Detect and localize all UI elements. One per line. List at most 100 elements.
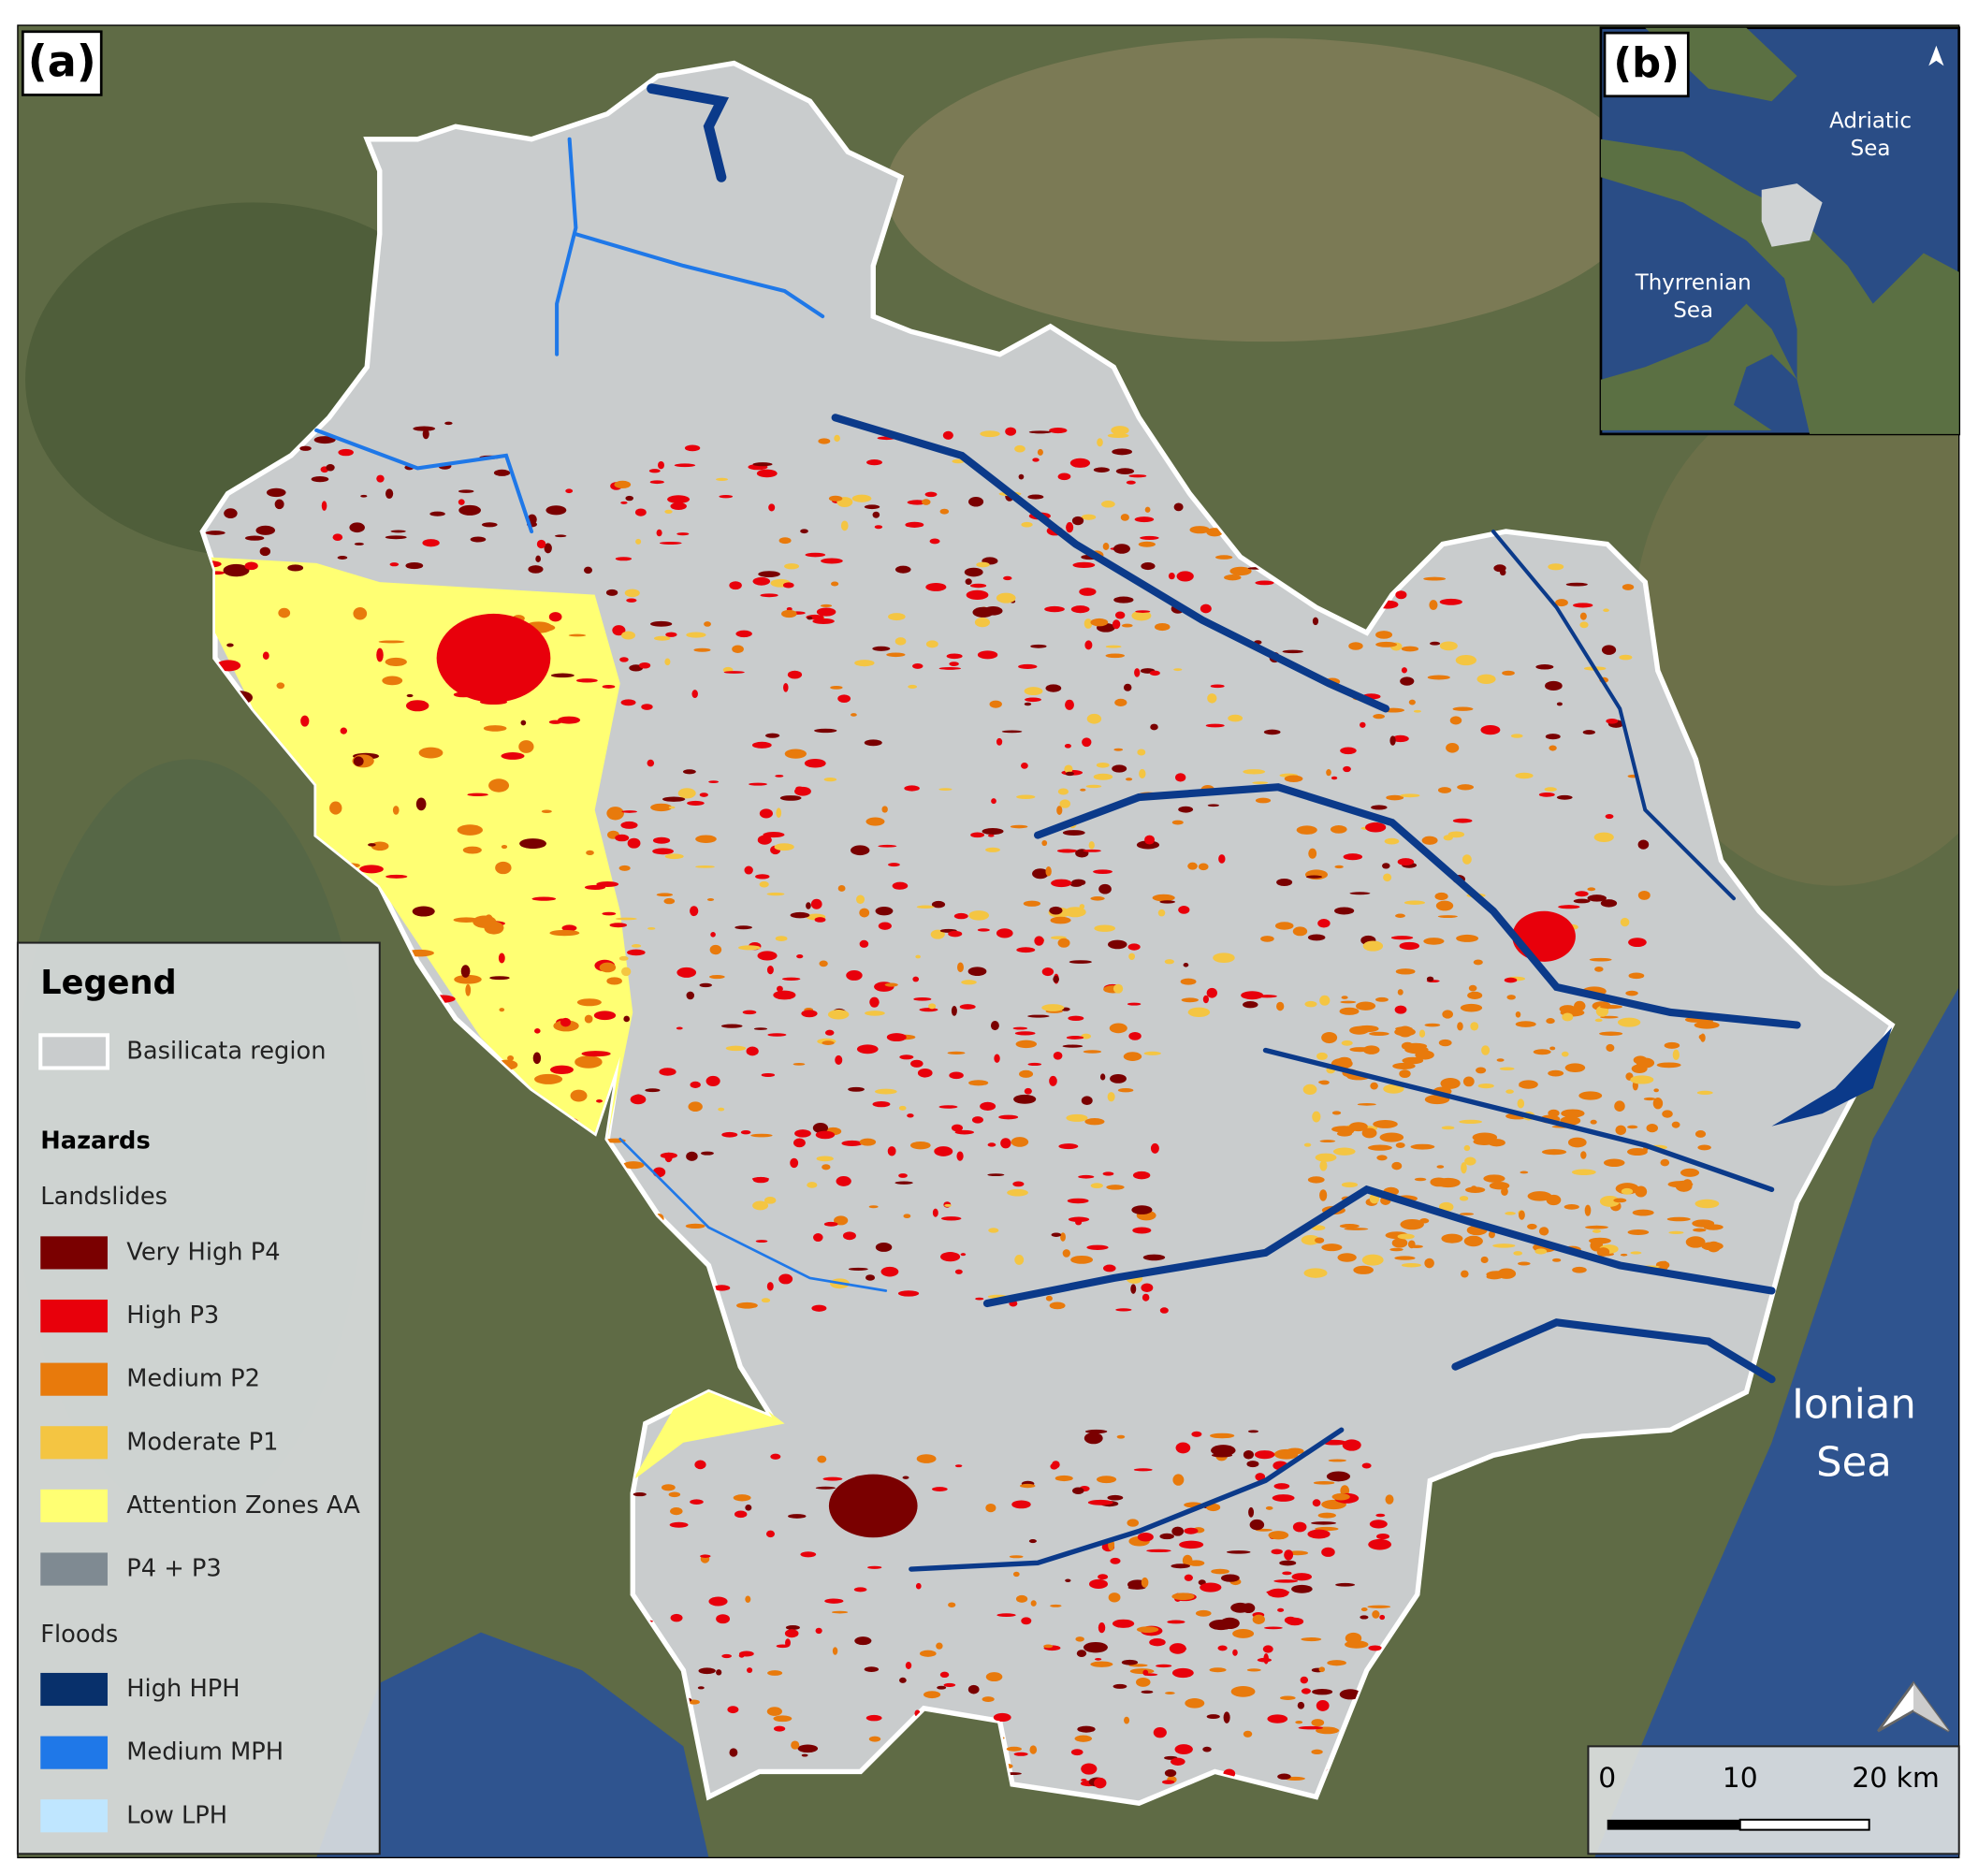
landslide-patch bbox=[816, 607, 836, 617]
landslide-patch bbox=[898, 1173, 908, 1178]
landslide-patch bbox=[1556, 794, 1573, 800]
landslide-patch bbox=[1643, 1097, 1656, 1101]
landslide-patch bbox=[1587, 887, 1596, 892]
landslide-patch bbox=[1438, 1039, 1452, 1047]
legend-label: High P3 bbox=[126, 1302, 219, 1330]
landslide-patch bbox=[1518, 1261, 1531, 1266]
landslide-patch bbox=[753, 1027, 768, 1030]
landslide-patch bbox=[1414, 1177, 1427, 1182]
landslide-patch bbox=[205, 531, 225, 535]
landslide-patch bbox=[1544, 787, 1557, 792]
landslide-patch bbox=[1672, 1049, 1680, 1060]
landslide-patch bbox=[621, 810, 637, 813]
inset-land bbox=[1600, 138, 1959, 434]
legend-box bbox=[16, 941, 381, 1855]
landslide-patch bbox=[1029, 1745, 1038, 1754]
landslide-patch bbox=[274, 499, 284, 510]
landslide-patch bbox=[1457, 1022, 1463, 1031]
landslide-patch bbox=[1211, 1453, 1233, 1458]
landslide-patch bbox=[575, 678, 598, 683]
landslide-patch bbox=[1066, 522, 1074, 533]
landslide-patch bbox=[1291, 1573, 1312, 1581]
landslide-patch bbox=[767, 1670, 783, 1676]
landslide-patch bbox=[493, 469, 511, 476]
landslide-patch bbox=[968, 496, 984, 507]
landslide-patch bbox=[1157, 909, 1166, 917]
landslide-patch bbox=[699, 793, 708, 797]
landslide-patch bbox=[1575, 891, 1589, 897]
landslide-patch bbox=[987, 834, 995, 837]
landslide-patch bbox=[429, 511, 445, 516]
landslide-patch bbox=[721, 1131, 738, 1138]
landslide-patch bbox=[1317, 1512, 1336, 1519]
landslide-patch bbox=[647, 927, 656, 930]
landslide-patch bbox=[664, 509, 673, 514]
landslide-patch bbox=[815, 1627, 822, 1635]
landslide-patch bbox=[1030, 1600, 1037, 1607]
landslide-patch bbox=[338, 448, 354, 457]
landslide-patch bbox=[353, 756, 364, 766]
panel-label: (a) bbox=[28, 36, 96, 86]
landslide-patch bbox=[794, 1129, 811, 1138]
landslide-patch bbox=[1395, 1026, 1413, 1031]
landslide-patch bbox=[705, 1075, 720, 1086]
landslide-patch bbox=[1053, 1052, 1063, 1060]
landslide-patch bbox=[938, 667, 962, 670]
landslide-patch bbox=[1120, 514, 1129, 521]
landslide-patch bbox=[934, 1146, 953, 1156]
landslide-patch bbox=[1123, 1052, 1142, 1061]
landslide-patch bbox=[1308, 848, 1317, 859]
landslide-patch bbox=[902, 1476, 909, 1479]
landslide-patch bbox=[313, 436, 336, 444]
landslide-patch bbox=[1563, 1203, 1579, 1210]
landslide-patch bbox=[631, 944, 642, 948]
landslide-patch bbox=[1304, 1000, 1317, 1008]
landslide-patch bbox=[1084, 1429, 1108, 1434]
landslide-patch bbox=[1339, 1689, 1361, 1700]
landslide-patch bbox=[1703, 1224, 1723, 1230]
terrain bbox=[885, 37, 1646, 342]
landslide-patch bbox=[759, 808, 773, 819]
landslide-patch bbox=[725, 1045, 747, 1052]
landslide-patch bbox=[1051, 1232, 1062, 1237]
landslide-patch bbox=[840, 520, 849, 531]
landslide-patch bbox=[867, 1565, 882, 1569]
landslide-patch bbox=[1051, 879, 1072, 888]
landslide-patch bbox=[1572, 1266, 1587, 1273]
landslide-patch bbox=[807, 1182, 818, 1188]
landslide-patch bbox=[790, 1157, 799, 1169]
landslide-patch bbox=[1360, 721, 1366, 728]
landslide-patch bbox=[1519, 1210, 1525, 1220]
landslide-patch bbox=[866, 459, 882, 466]
landslide-patch bbox=[1340, 1000, 1357, 1004]
legend-swatch bbox=[40, 1552, 108, 1586]
landslide-patch bbox=[1496, 1058, 1505, 1062]
landslide-patch bbox=[1460, 1003, 1483, 1012]
landslide-patch bbox=[1619, 654, 1633, 661]
legend-label: Medium MPH bbox=[126, 1738, 284, 1767]
legend-swatch bbox=[40, 1489, 108, 1522]
landslide-patch bbox=[832, 1647, 838, 1655]
landslide-patch bbox=[846, 970, 863, 981]
landslide-patch bbox=[841, 1140, 863, 1146]
landslide-patch bbox=[1585, 1225, 1608, 1229]
landslide-patch bbox=[682, 769, 696, 775]
landslide-patch bbox=[1341, 1040, 1353, 1046]
legend-label: Very High P4 bbox=[126, 1238, 280, 1266]
river bbox=[314, 428, 534, 534]
landslide-patch bbox=[1195, 1609, 1212, 1617]
landslide-patch bbox=[1127, 1585, 1146, 1590]
landslide-patch bbox=[623, 1015, 631, 1023]
landslide-patch bbox=[499, 1008, 505, 1012]
landslide-patch bbox=[797, 1744, 819, 1753]
landslide-patch bbox=[1601, 645, 1617, 655]
landslide-patch bbox=[1367, 1144, 1392, 1151]
landslide-patch bbox=[1198, 863, 1209, 871]
landslide-patch bbox=[1637, 839, 1650, 850]
landslide-patch bbox=[851, 845, 870, 856]
landslide-patch bbox=[1065, 771, 1074, 777]
landslide-patch bbox=[1630, 1251, 1642, 1255]
landslide-patch bbox=[1011, 1500, 1031, 1509]
landslide-patch bbox=[652, 836, 671, 844]
landslide-patch bbox=[1590, 1119, 1597, 1125]
